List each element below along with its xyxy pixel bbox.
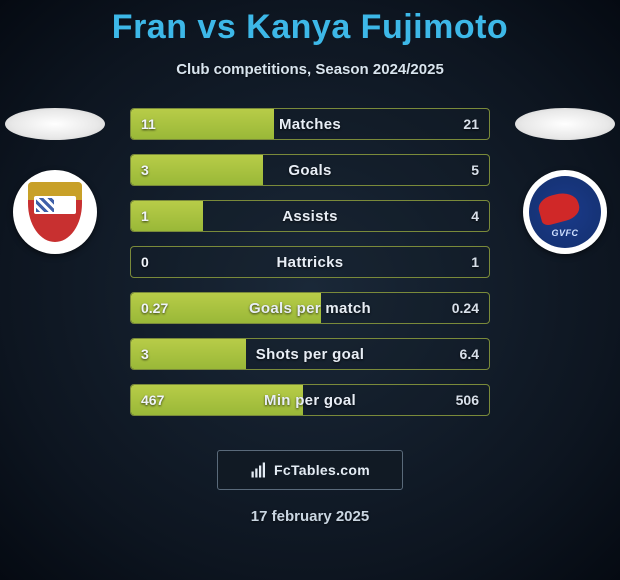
stat-row-shots-per-goal: 3 Shots per goal 6.4 [130,338,490,370]
comparison-panel: 11 Matches 21 3 Goals 5 1 Assists 4 0 Ha… [0,108,620,428]
bars-icon [250,461,268,479]
stat-right-value: 1 [471,247,479,277]
stat-row-hattricks: 0 Hattricks 1 [130,246,490,278]
snapshot-date: 17 february 2025 [0,508,620,525]
stat-label: Min per goal [131,385,489,415]
gil-vicente-badge [523,170,607,254]
page-title: Fran vs Kanya Fujimoto [0,0,620,47]
fctables-link[interactable]: FcTables.com [217,450,403,490]
stat-row-goals: 3 Goals 5 [130,154,490,186]
team-right-column [510,108,620,254]
stat-bars: 11 Matches 21 3 Goals 5 1 Assists 4 0 Ha… [130,108,490,416]
stat-right-value: 21 [463,109,479,139]
stat-label: Goals per match [131,293,489,323]
stat-right-value: 5 [471,155,479,185]
sc-braga-badge [13,170,97,254]
stat-label: Shots per goal [131,339,489,369]
stat-label: Goals [131,155,489,185]
team-left-column [0,108,110,254]
stat-row-goals-per-match: 0.27 Goals per match 0.24 [130,292,490,324]
stat-row-assists: 1 Assists 4 [130,200,490,232]
stat-right-value: 0.24 [452,293,479,323]
shield-icon [28,182,82,242]
stat-right-value: 4 [471,201,479,231]
subtitle: Club competitions, Season 2024/2025 [0,61,620,78]
footer-brand-text: FcTables.com [274,462,370,478]
stat-right-value: 6.4 [460,339,479,369]
rooster-badge-icon [529,176,601,248]
player-left-placeholder [5,108,105,140]
stat-label: Assists [131,201,489,231]
player-right-placeholder [515,108,615,140]
stat-row-matches: 11 Matches 21 [130,108,490,140]
stat-right-value: 506 [456,385,479,415]
stat-label: Hattricks [131,247,489,277]
stat-row-min-per-goal: 467 Min per goal 506 [130,384,490,416]
stat-label: Matches [131,109,489,139]
